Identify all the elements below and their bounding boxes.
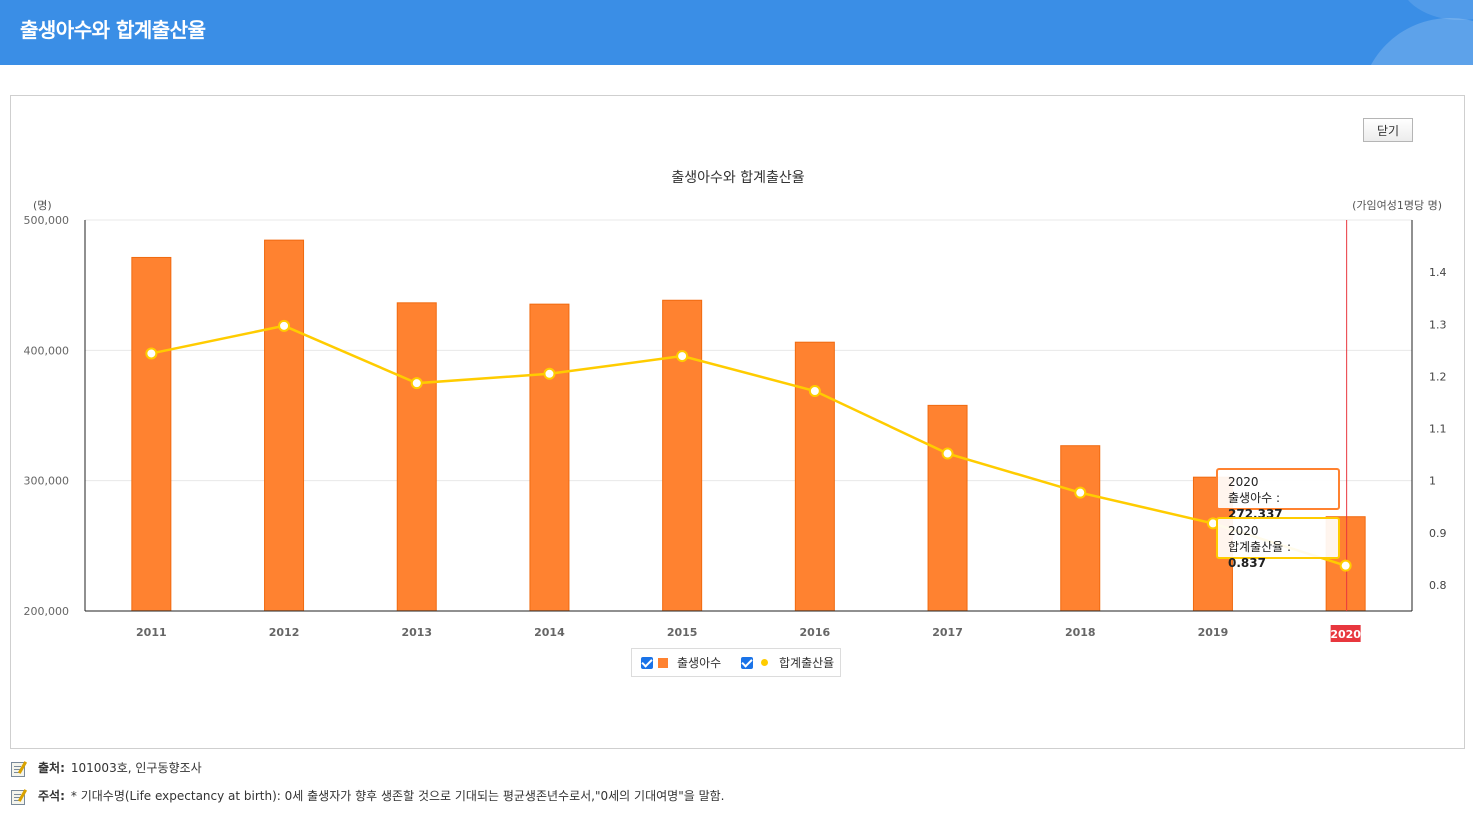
line-point[interactable] (941, 447, 954, 460)
x-tick-label: 2019 (1198, 626, 1229, 639)
right-tick-label: 0.9 (1429, 527, 1447, 540)
bar[interactable] (529, 303, 570, 612)
bar[interactable] (131, 256, 172, 612)
legend-checkbox[interactable] (741, 656, 753, 669)
highlight-label-bg (1330, 625, 1361, 642)
left-tick-label: 300,000 (24, 475, 70, 488)
x-tick-label: 2015 (667, 626, 698, 639)
line-point[interactable] (278, 319, 291, 332)
left-axis-unit: (명) (33, 199, 52, 212)
legend-label: 합계출산율 (779, 656, 835, 670)
legend-checkbox[interactable] (641, 656, 653, 669)
x-tick-label: 2016 (800, 626, 831, 639)
memo-icon (10, 760, 28, 777)
fertility-rate-line (151, 324, 1347, 567)
line-point[interactable] (1074, 486, 1087, 499)
x-tick-label: 2018 (1065, 626, 1096, 639)
line-point[interactable] (145, 347, 158, 360)
legend-label: 출생아수 (677, 656, 722, 670)
line-point[interactable] (1339, 559, 1352, 572)
chart-title: 출생아수와 합계출산율 (671, 170, 804, 186)
footnote: 주석: * 기대수명(Life expectancy at birth): 0세… (10, 787, 725, 805)
source-label: 출처: (38, 761, 65, 775)
tooltip-label: 합계출산율 : (1228, 540, 1292, 554)
x-tick-label: 2011 (136, 626, 167, 639)
tooltip-label: 출생아수 : (1228, 491, 1281, 505)
close-button[interactable]: 닫기 (1363, 118, 1413, 142)
x-tick-label: 2017 (932, 626, 963, 639)
source-note: 출처: 101003호, 인구동향조사 (10, 759, 202, 777)
line-point[interactable] (410, 377, 423, 390)
line-point[interactable] (676, 350, 689, 363)
right-tick-label: 1.1 (1429, 423, 1447, 436)
x-tick-label: 2013 (401, 626, 432, 639)
bar[interactable] (794, 341, 835, 612)
x-tick-label: 2012 (269, 626, 300, 639)
right-tick-label: 1.3 (1429, 318, 1447, 331)
legend-item-births[interactable]: 출생아수 (641, 649, 721, 676)
bar[interactable] (927, 404, 968, 612)
legend-dot-marker (761, 659, 768, 666)
legend-item-fertility-rate[interactable]: 합계출산율 (741, 649, 834, 676)
bar[interactable] (662, 299, 703, 612)
tooltip-value: 0.837 (1228, 556, 1266, 570)
source-text: 101003호, 인구동향조사 (70, 761, 202, 775)
note-label: 주석: (38, 789, 65, 803)
x-tick-label: 2014 (534, 626, 565, 639)
x-tick-label: 2020 (1330, 628, 1361, 641)
right-tick-label: 1.4 (1429, 266, 1447, 279)
right-tick-label: 1.2 (1429, 370, 1447, 383)
chart-panel (10, 95, 1465, 749)
tooltip-year: 2020 (1228, 524, 1259, 538)
right-axis-unit: (가임여성1명당 명) (1352, 199, 1442, 212)
bar[interactable] (264, 239, 305, 612)
tooltip-year: 2020 (1228, 475, 1259, 489)
line-point[interactable] (808, 384, 821, 397)
left-tick-label: 400,000 (24, 344, 70, 357)
bar[interactable] (1060, 445, 1101, 612)
note-text: * 기대수명(Life expectancy at birth): 0세 출생자… (70, 789, 725, 803)
chart-legend: 출생아수 합계출산율 (631, 648, 841, 677)
page-title: 출생아수와 합계출산율 (20, 18, 206, 42)
tooltip-fertility-rate: 2020 합계출산율 : 0.837 (1216, 517, 1340, 570)
tooltip-births: 2020 출생아수 : 272,337 (1216, 468, 1340, 521)
right-tick-label: 0.8 (1429, 579, 1447, 592)
header-bar: 출생아수와 합계출산율 (0, 0, 1473, 65)
legend-square-marker (658, 657, 668, 668)
bar[interactable] (396, 302, 437, 612)
right-tick-label: 1 (1429, 475, 1436, 488)
line-point[interactable] (543, 367, 556, 380)
left-tick-label: 200,000 (24, 605, 70, 618)
memo-icon (10, 788, 28, 805)
left-tick-label: 500,000 (24, 214, 70, 227)
